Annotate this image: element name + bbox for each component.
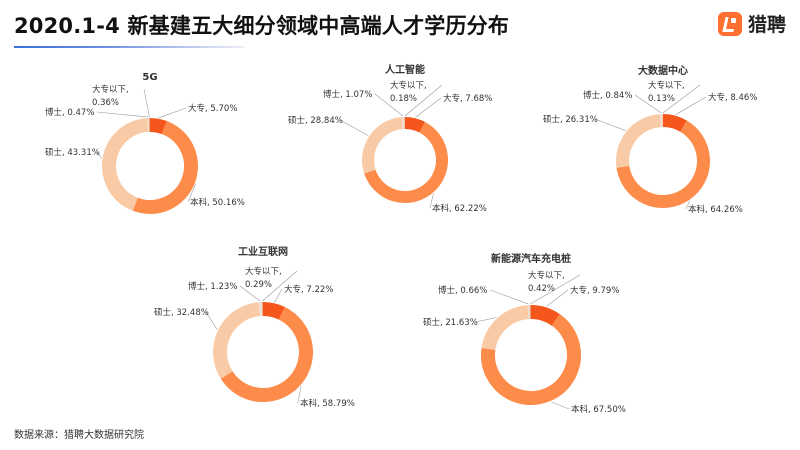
leader-line (143, 88, 150, 118)
slice-label: 大专以下, (245, 266, 282, 277)
slice-label: 博士, 0.66% (438, 285, 487, 296)
leader-line (530, 274, 581, 305)
donut-slice (481, 305, 529, 351)
slice-label: 0.13% (648, 94, 675, 104)
leader-line (158, 107, 187, 119)
slice-label: 本科, 62.22% (432, 203, 487, 214)
donut-slice (213, 302, 260, 379)
slice-label: 0.18% (390, 94, 417, 104)
slice-label: 博士, 1.23% (188, 281, 237, 292)
slice-label: 硕士, 32.48% (154, 307, 209, 318)
chart-title: 5G (142, 72, 157, 83)
donut-slice (149, 118, 167, 135)
slice-label: 博士, 1.07% (323, 89, 372, 100)
donut-slice (132, 121, 198, 214)
slice-label: 本科, 50.16% (190, 197, 245, 208)
slice-label: 硕士, 28.84% (288, 115, 343, 126)
donut-slice (530, 305, 560, 326)
donut-slice (404, 117, 425, 133)
leader-line (675, 96, 707, 115)
leader-line (239, 285, 261, 302)
leader-line (662, 84, 701, 114)
leader-line (546, 289, 569, 307)
donut-slice (262, 302, 285, 320)
leader-line (187, 183, 197, 203)
slice-label: 大专, 5.70% (188, 103, 237, 114)
slice-label: 大专, 7.68% (443, 93, 492, 104)
slice-label: 博士, 0.47% (45, 107, 94, 118)
leader-line (429, 193, 434, 209)
slice-label: 0.42% (528, 284, 555, 294)
leader-line (374, 93, 404, 117)
donut-slice (220, 307, 313, 402)
leader-line (297, 385, 302, 404)
leader-line (96, 151, 102, 159)
logo-text: 猎聘 (747, 14, 786, 36)
brand-logo: 猎聘 (717, 10, 786, 37)
slice-label: 大专以下, (648, 80, 685, 91)
page-title: 2020.1-4 新基建五大细分领域中高端人才学历分布 (14, 14, 510, 38)
slice-label: 大专, 9.79% (570, 285, 619, 296)
slice-label: 大专, 7.22% (284, 284, 333, 295)
leader-line (685, 200, 691, 210)
slice-label: 本科, 58.79% (300, 398, 355, 409)
donut-slice (362, 117, 403, 174)
leader-line (339, 119, 369, 136)
liepin-logo-icon (717, 11, 742, 36)
slice-label: 大专以下, (528, 270, 565, 281)
donut-slice (662, 114, 687, 132)
leader-line (551, 401, 570, 410)
slice-label: 硕士, 21.63% (423, 317, 478, 328)
leader-line (415, 97, 442, 118)
slice-label: 本科, 64.26% (688, 204, 743, 215)
leader-line (205, 311, 218, 330)
leader-line (594, 118, 626, 131)
leader-line (262, 270, 298, 302)
chart-title: 大数据中心 (638, 64, 688, 77)
slice-label: 本科, 67.50% (571, 404, 626, 415)
leader-line (404, 84, 443, 117)
chart-title: 工业互联网 (238, 245, 288, 258)
title-underline (14, 46, 244, 48)
donut-slice (364, 121, 448, 203)
slice-label: 大专以下, (92, 84, 129, 95)
slice-label: 0.29% (245, 280, 272, 290)
leader-line (474, 317, 497, 323)
slice-label: 硕士, 26.31% (543, 114, 598, 125)
data-source-note: 数据来源：猎聘大数据研究院 (14, 430, 144, 441)
chart-title: 新能源汽车充电桩 (491, 252, 571, 265)
leader-line (96, 111, 149, 118)
leader-line (489, 289, 529, 305)
slice-label: 大专, 8.46% (708, 92, 757, 103)
chart-title: 人工智能 (385, 63, 425, 76)
slice-label: 硕士, 43.31% (45, 147, 100, 158)
donut-slice (616, 120, 710, 208)
leader-line (634, 94, 662, 114)
leader-line (274, 288, 283, 303)
slice-label: 0.36% (92, 98, 119, 108)
slice-label: 博士, 0.84% (583, 90, 632, 101)
donut-slice (616, 114, 662, 168)
slice-label: 大专以下, (390, 80, 427, 91)
donut-slice (102, 118, 149, 211)
donut-slice (481, 314, 581, 405)
